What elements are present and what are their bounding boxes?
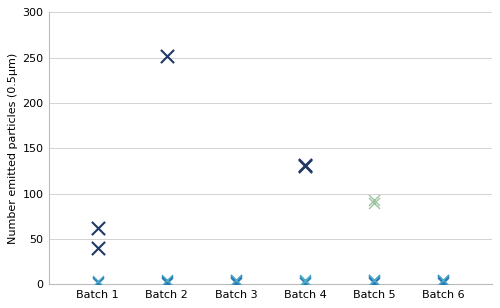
Point [440,277,448,282]
Point [370,277,378,282]
Point [440,280,448,285]
Point [370,197,378,202]
Point [162,278,170,283]
Point [232,277,240,282]
Point [301,278,309,283]
Point [440,278,448,283]
Point [94,280,102,285]
Point [301,280,309,285]
Point [162,53,170,58]
Point [232,278,240,283]
Point [162,280,170,285]
Point [94,225,102,230]
Point [94,281,102,286]
Point [301,281,309,286]
Point [301,279,309,284]
Point [162,281,170,286]
Point [94,245,102,250]
Point [232,280,240,285]
Point [370,280,378,285]
Point [370,278,378,283]
Point [440,281,448,286]
Point [370,281,378,286]
Point [301,164,309,169]
Point [370,200,378,205]
Point [301,162,309,167]
Point [94,279,102,284]
Point [162,279,170,284]
Point [440,279,448,284]
Point [232,279,240,284]
Point [370,279,378,284]
Point [232,281,240,286]
Y-axis label: Number emitted particles (0.5μm): Number emitted particles (0.5μm) [8,53,18,244]
